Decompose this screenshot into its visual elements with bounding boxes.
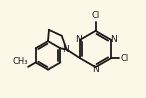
Text: N: N xyxy=(62,44,68,54)
Text: CH₃: CH₃ xyxy=(12,57,28,66)
Text: Cl: Cl xyxy=(91,11,100,20)
Text: N: N xyxy=(92,65,99,74)
Text: N: N xyxy=(75,35,81,44)
Text: N: N xyxy=(110,35,116,44)
Text: Cl: Cl xyxy=(120,54,129,63)
